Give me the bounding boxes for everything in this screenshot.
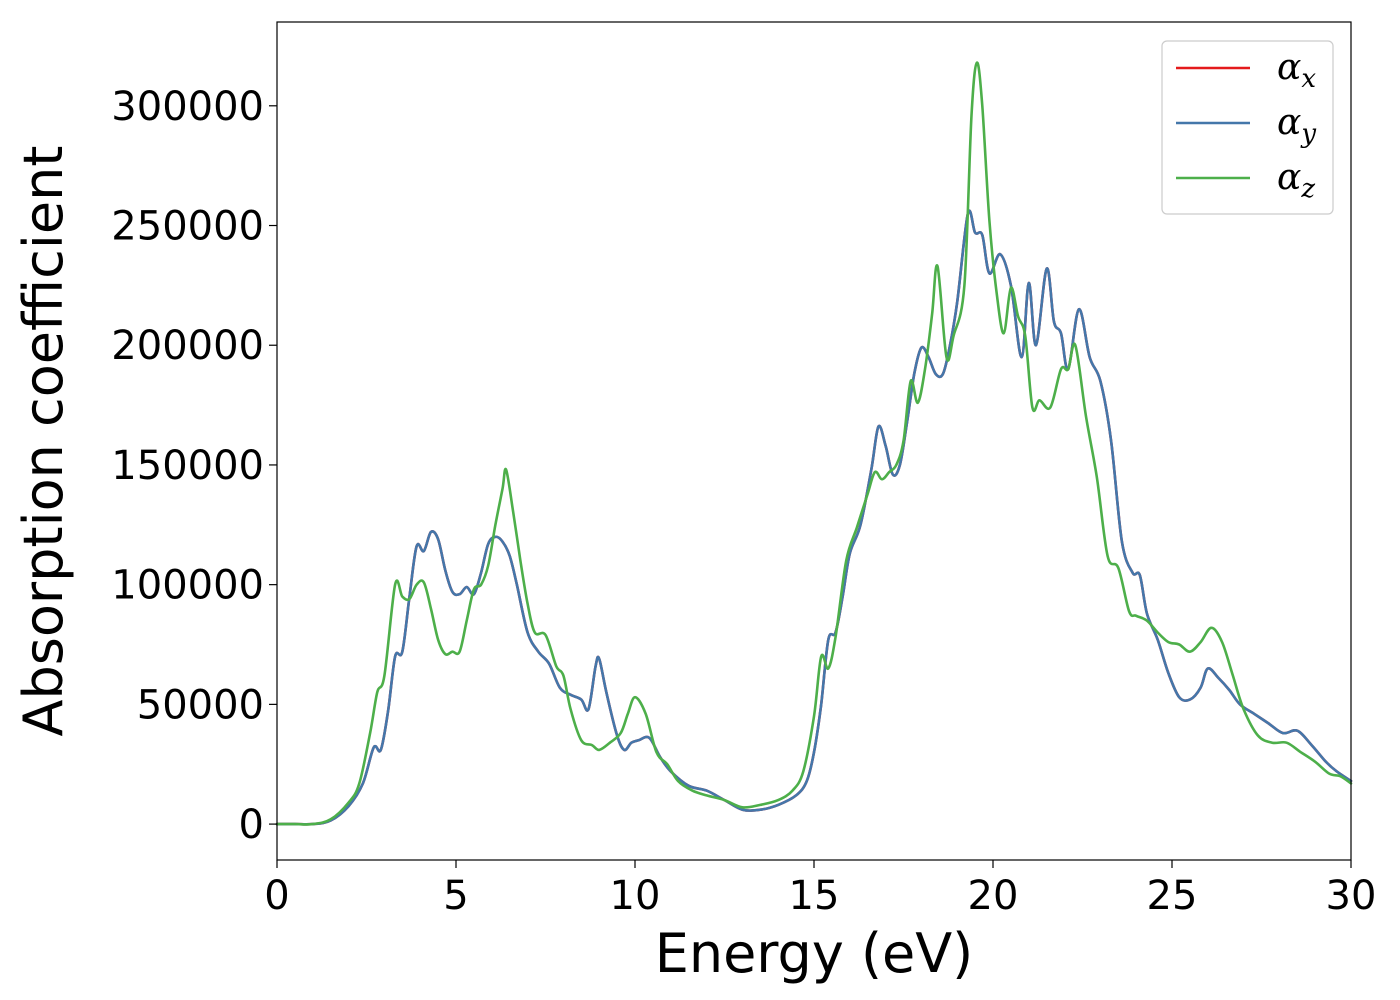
x-tick-label: 10 <box>610 873 661 919</box>
y-axis: 0 50000 100000 150000 200000 250000 300000 <box>111 84 277 848</box>
x-axis: 0 5 10 15 20 25 30 <box>264 860 1376 919</box>
y-tick-label: 150000 <box>111 443 264 489</box>
y-tick-label: 300000 <box>111 84 264 130</box>
x-tick-label: 25 <box>1147 873 1198 919</box>
x-tick-label: 5 <box>443 873 468 919</box>
series-line-z <box>275 61 1353 826</box>
x-tick-label: 30 <box>1326 873 1377 919</box>
y-tick-label: 250000 <box>111 204 264 250</box>
y-tick-label: 200000 <box>111 323 264 369</box>
series-layer <box>275 61 1353 826</box>
x-axis-title: Energy (eV) <box>655 922 974 985</box>
x-tick-label: 20 <box>968 873 1019 919</box>
x-tick-label: 15 <box>789 873 840 919</box>
y-tick-label: 50000 <box>137 682 264 728</box>
y-tick-label: 0 <box>239 802 264 848</box>
x-tick-label: 0 <box>264 873 289 919</box>
y-tick-label: 100000 <box>111 563 264 609</box>
y-axis-title: Absorption coefficient <box>12 146 75 737</box>
legend-box <box>1161 40 1334 215</box>
